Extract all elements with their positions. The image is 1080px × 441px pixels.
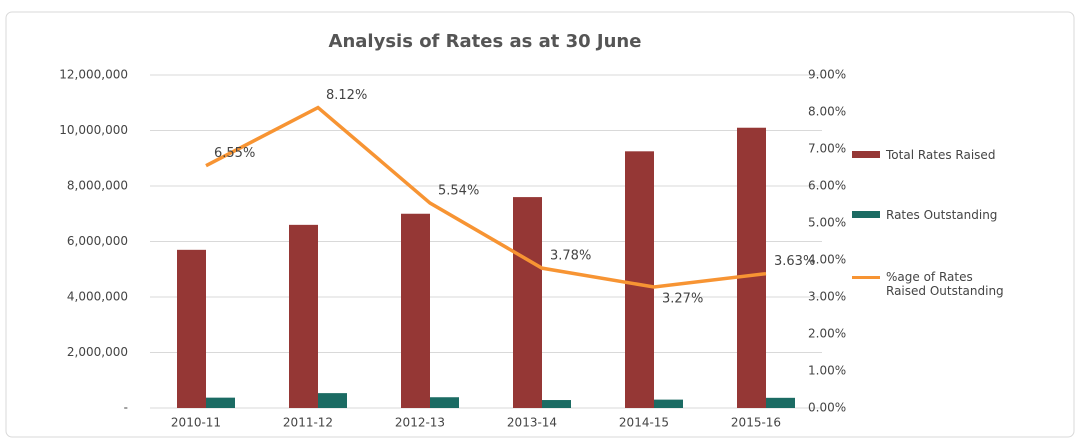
y-tick-label: 8,000,000 bbox=[67, 179, 128, 193]
y-tick-label: 4,000,000 bbox=[67, 290, 128, 304]
y2-tick-label: 5.00% bbox=[808, 216, 846, 230]
x-tick-label: 2012-13 bbox=[395, 416, 445, 430]
data-label: 3.63% bbox=[774, 254, 815, 269]
line bbox=[205, 105, 767, 289]
bar bbox=[542, 400, 571, 408]
y2-tick-label: 6.00% bbox=[808, 179, 846, 193]
data-label: 3.78% bbox=[550, 249, 591, 264]
x-tick-label: 2015-16 bbox=[731, 416, 781, 430]
y2-tick-label: 9.00% bbox=[808, 68, 846, 82]
bar bbox=[513, 197, 542, 408]
legend-item: %age of Rates Raised Outstanding bbox=[852, 270, 1006, 298]
bar bbox=[430, 397, 459, 408]
bar bbox=[737, 127, 766, 408]
data-label: 8.12% bbox=[326, 88, 367, 103]
y-tick-label: 6,000,000 bbox=[67, 234, 128, 248]
legend-label: Rates Outstanding bbox=[886, 208, 998, 222]
bar bbox=[206, 397, 235, 408]
data-label: 5.54% bbox=[438, 184, 479, 199]
y-tick-label: 2,000,000 bbox=[67, 345, 128, 359]
bar bbox=[654, 399, 683, 408]
bar bbox=[625, 151, 654, 408]
y2-tick-label: 2.00% bbox=[808, 327, 846, 341]
legend-item: Rates Outstanding bbox=[852, 208, 1056, 222]
legend-swatch bbox=[852, 211, 880, 218]
y2-tick-label: 4.00% bbox=[808, 253, 846, 267]
y2-tick-label: 3.00% bbox=[808, 290, 846, 304]
y2-tick-label: 0.00% bbox=[808, 401, 846, 415]
x-tick-label: 2013-14 bbox=[507, 416, 557, 430]
y-tick-label: 12,000,000 bbox=[59, 68, 128, 82]
bar bbox=[177, 249, 206, 408]
bar bbox=[289, 224, 318, 408]
data-label: 6.55% bbox=[214, 146, 255, 161]
x-tick-label: 2010-11 bbox=[171, 416, 221, 430]
legend-label: Total Rates Raised bbox=[886, 148, 996, 162]
y-tick-label: - bbox=[124, 401, 128, 415]
x-tick-label: 2011-12 bbox=[283, 416, 333, 430]
bar bbox=[401, 213, 430, 408]
legend-swatch bbox=[852, 151, 880, 158]
legend-label: %age of Rates Raised Outstanding bbox=[886, 270, 1004, 298]
bar bbox=[766, 397, 795, 408]
data-label: 3.27% bbox=[662, 292, 703, 307]
y2-tick-label: 7.00% bbox=[808, 142, 846, 156]
legend-swatch bbox=[852, 276, 880, 279]
x-tick-label: 2014-15 bbox=[619, 416, 669, 430]
legend-item: Total Rates Raised bbox=[852, 148, 1006, 162]
y2-tick-label: 1.00% bbox=[808, 364, 846, 378]
y-tick-label: 10,000,000 bbox=[59, 123, 128, 137]
bar bbox=[318, 393, 347, 408]
y2-tick-label: 8.00% bbox=[808, 105, 846, 119]
chart-title: Analysis of Rates as at 30 June bbox=[329, 31, 642, 52]
